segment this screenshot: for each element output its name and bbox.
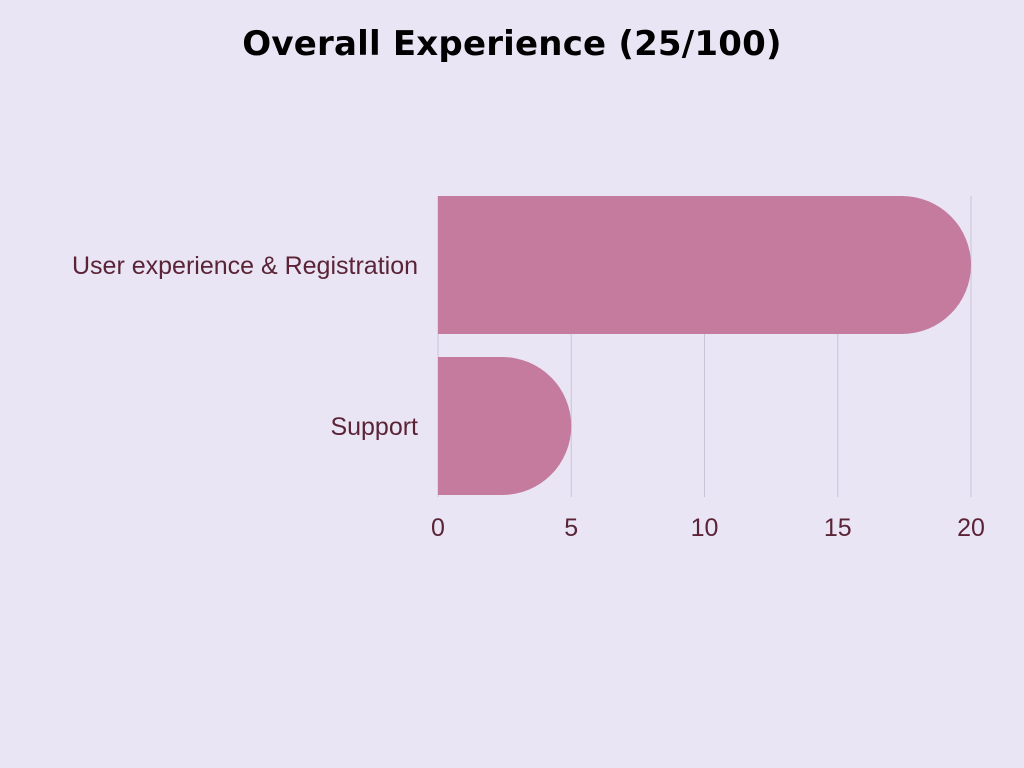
x-tick-label-20: 20 — [957, 514, 985, 542]
x-tick-label-0: 0 — [431, 514, 445, 542]
x-tick-label-5: 5 — [564, 514, 578, 542]
category-label: User experience & Registration — [72, 252, 418, 280]
x-tick-label-15: 15 — [824, 514, 852, 542]
chart-title: Overall Experience (25/100) — [242, 24, 782, 64]
bar-user-experience-registration — [438, 196, 971, 334]
category-label: Support — [330, 413, 418, 441]
x-tick-label-10: 10 — [691, 514, 719, 542]
bar-support — [438, 357, 572, 495]
